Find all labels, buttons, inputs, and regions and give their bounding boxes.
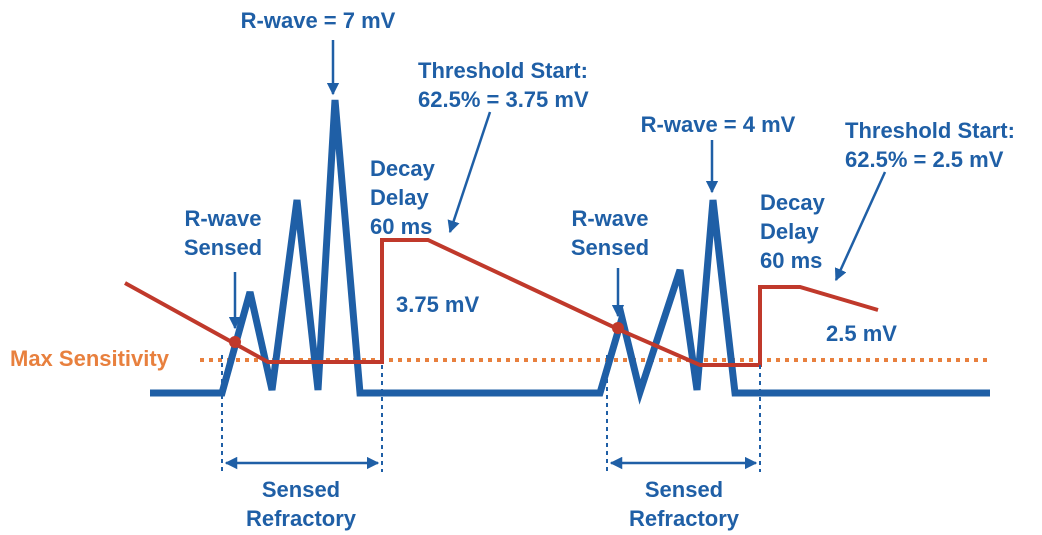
label: Sensed Refractory [629,477,740,531]
label: Threshold Start: 62.5% = 3.75 mV [418,58,589,112]
sense-point [612,322,624,334]
label: Decay Delay 60 ms [760,190,826,273]
label: Decay Delay 60 ms [370,156,436,239]
pointer-arrow [834,171,887,282]
label: Max Sensitivity [10,346,170,371]
label: R-wave Sensed [184,206,262,260]
sense-point [229,336,241,348]
label: R-wave Sensed [571,206,649,260]
label: 3.75 mV [396,292,479,317]
ecg-signal [150,99,990,405]
label: R-wave = 4 mV [641,112,796,137]
label: Sensed Refractory [246,477,357,531]
label: Threshold Start: 62.5% = 2.5 mV [845,118,1015,172]
label: 2.5 mV [826,321,897,346]
pointer-arrow [447,111,492,234]
label: R-wave = 7 mV [241,8,396,33]
